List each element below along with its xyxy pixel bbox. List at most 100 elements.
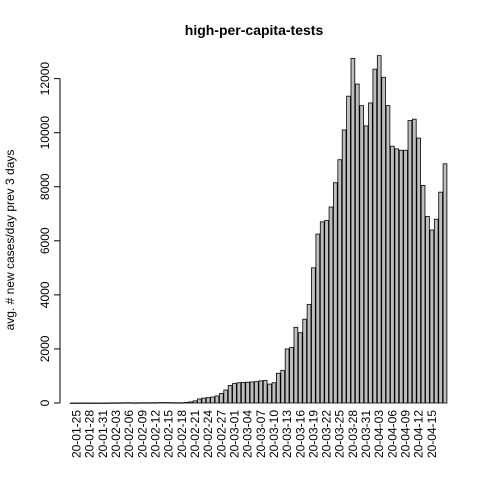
- bar: [262, 380, 268, 404]
- bar: [183, 402, 189, 404]
- x-tick-label: 20-04-06: [385, 410, 399, 458]
- x-tick-label: 20-03-07: [254, 410, 268, 458]
- bar: [403, 149, 408, 404]
- x-tick-label: 20-02-21: [188, 410, 202, 458]
- x-axis: 20-01-25 20-01-28 20-01-31 20-02-03 20-02-06…: [70, 410, 439, 458]
- bar: [236, 382, 242, 404]
- bar: [429, 229, 435, 404]
- bar: [306, 303, 312, 404]
- bar: [350, 57, 356, 404]
- bar: [267, 383, 272, 404]
- bar: [188, 401, 193, 404]
- bar: [420, 184, 426, 404]
- bar: [311, 267, 316, 404]
- bar: [372, 68, 378, 404]
- x-tick-label: 20-03-04: [241, 410, 255, 458]
- bar: [240, 382, 246, 404]
- bar: [293, 326, 299, 404]
- x-tick-label: 20-03-31: [359, 410, 373, 458]
- x-tick-label: 20-02-09: [135, 410, 149, 458]
- x-tick-label: 20-01-28: [83, 410, 97, 458]
- x-tick-label: 20-02-03: [109, 410, 123, 458]
- x-tick-label: 20-03-16: [293, 410, 307, 458]
- bar: [438, 191, 443, 404]
- x-tick-label: 20-03-25: [333, 410, 347, 458]
- y-tick-label: 8000: [38, 173, 52, 200]
- bars-group: [69, 55, 448, 404]
- bar: [368, 102, 373, 404]
- bar: [297, 332, 303, 404]
- bar: [249, 381, 255, 404]
- bar: [337, 159, 343, 404]
- bar: [433, 218, 439, 404]
- x-tick-label: 20-02-27: [214, 410, 228, 458]
- x-tick-label: 20-02-12: [149, 410, 163, 458]
- x-tick-label: 20-03-01: [227, 410, 241, 458]
- bar: [227, 385, 233, 404]
- bar: [346, 95, 351, 404]
- bar: [219, 393, 224, 404]
- x-tick-label: 20-03-22: [320, 410, 334, 458]
- bar: [381, 76, 386, 404]
- x-tick-label: 20-04-09: [399, 410, 413, 458]
- x-tick-label: 20-04-03: [372, 410, 386, 458]
- bar: [197, 398, 202, 404]
- bar: [232, 383, 237, 404]
- bar: [280, 370, 286, 404]
- bar: [254, 381, 259, 404]
- bar: [407, 120, 413, 404]
- x-tick-label: 20-03-10: [267, 410, 281, 458]
- x-tick-label: 20-03-13: [280, 410, 294, 458]
- chart-title: high-per-capita-tests: [185, 22, 324, 38]
- x-tick-label: 20-03-19: [306, 410, 320, 458]
- bar: [425, 216, 430, 404]
- bar: [223, 389, 228, 404]
- bar: [412, 118, 417, 404]
- bar: [376, 55, 382, 404]
- bar: [214, 395, 220, 404]
- bar: [359, 105, 364, 404]
- bar: [245, 381, 250, 404]
- x-tick-label: 20-02-24: [201, 410, 215, 458]
- bar: [442, 163, 448, 404]
- bar: [390, 145, 395, 404]
- x-tick-label: 20-01-25: [70, 410, 84, 458]
- bar: [302, 318, 307, 404]
- bar: [354, 83, 360, 404]
- bar: [394, 148, 400, 404]
- bar: [363, 125, 369, 404]
- y-tick-label: 12000: [38, 62, 52, 96]
- bar: [205, 397, 211, 404]
- bar: [385, 105, 391, 404]
- bar: [319, 221, 325, 404]
- bar: [284, 348, 290, 404]
- bar: [192, 400, 198, 404]
- bar: [341, 129, 347, 404]
- bar: [398, 149, 404, 404]
- y-tick-label: 4000: [38, 281, 52, 308]
- x-tick-label: 20-02-06: [122, 410, 136, 458]
- y-tick-label: 10000: [38, 116, 52, 150]
- x-tick-label: 20-02-18: [175, 410, 189, 458]
- bar: [276, 372, 281, 404]
- y-axis: 0 2000 4000 6000 8000 10000 12000: [38, 62, 61, 406]
- bar: [271, 382, 277, 404]
- x-tick-label: 20-04-12: [412, 410, 426, 458]
- x-tick-label: 20-01-31: [96, 410, 110, 458]
- x-tick-label: 20-03-28: [346, 410, 360, 458]
- bar: [289, 347, 294, 404]
- bar: [315, 233, 321, 404]
- x-tick-label: 20-02-15: [162, 410, 176, 458]
- bar: [201, 397, 207, 404]
- y-tick-label: 2000: [38, 335, 52, 362]
- y-tick-label: 0: [38, 399, 52, 406]
- y-tick-label: 6000: [38, 227, 52, 254]
- bar: [328, 206, 334, 404]
- bar: [258, 380, 264, 404]
- bar: [324, 220, 329, 404]
- y-axis-label: avg. # new cases/day prev 3 days: [3, 150, 17, 331]
- bar: [333, 182, 338, 404]
- bar: [416, 137, 421, 404]
- x-tick-label: 20-04-15: [425, 410, 439, 458]
